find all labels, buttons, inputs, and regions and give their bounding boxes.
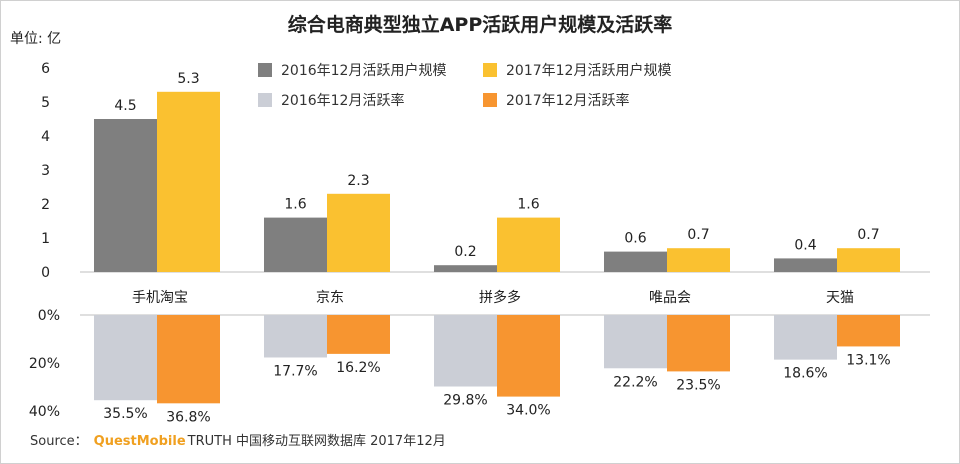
bar-active-users-1 xyxy=(327,193,390,272)
bar-active-users-0 xyxy=(94,119,157,272)
rate-value-label: 34.0% xyxy=(506,403,550,419)
bar-active-rate-1 xyxy=(497,315,560,397)
bar-active-rate-1 xyxy=(157,315,220,404)
legend-label: 2017年12月活跃用户规模 xyxy=(506,62,671,79)
bar-active-rate-1 xyxy=(667,315,730,372)
rate-value-label: 22.2% xyxy=(613,374,657,390)
bar-value-label: 0.6 xyxy=(624,231,646,247)
bar-active-users-0 xyxy=(604,251,667,272)
legend: 2016年12月活跃用户规模 2017年12月活跃用户规模 2016年12月活跃率 2… xyxy=(258,62,671,109)
category-label: 天猫 xyxy=(826,290,854,306)
source-line: Source： QuestMobile TRUTH 中国移动互联网数据库 2017年… xyxy=(30,433,446,449)
bottom-tick-label: 40% xyxy=(29,404,60,420)
bar-value-label: 2.3 xyxy=(347,173,369,189)
bottom-y-axis: 0% 20% 40% xyxy=(29,308,60,420)
unit-label: 单位: 亿 xyxy=(10,31,61,47)
legend-label: 2016年12月活跃率 xyxy=(281,92,404,109)
legend-swatch xyxy=(483,63,497,77)
source-prefix: Source： xyxy=(30,434,88,449)
bottom-tick-label: 0% xyxy=(38,308,60,324)
rate-value-label: 13.1% xyxy=(846,352,890,368)
bar-value-label: 4.5 xyxy=(114,98,136,114)
rate-value-label: 35.5% xyxy=(103,406,147,422)
top-tick-label: 5 xyxy=(41,95,50,111)
bar-value-label: 0.4 xyxy=(794,237,816,253)
category-label: 京东 xyxy=(316,290,344,306)
bar-active-users-0 xyxy=(774,258,837,272)
category-label: 拼多多 xyxy=(479,289,521,306)
legend-swatch xyxy=(483,93,497,107)
bar-active-rate-1 xyxy=(327,315,390,354)
bar-active-rate-1 xyxy=(837,315,900,347)
bar-value-label: 0.7 xyxy=(687,227,709,243)
bar-value-label: 1.6 xyxy=(517,197,539,213)
bar-active-rate-0 xyxy=(434,315,497,387)
bar-active-users-1 xyxy=(667,248,730,272)
legend-swatch xyxy=(258,63,272,77)
bar-active-rate-0 xyxy=(604,315,667,369)
rate-value-label: 29.8% xyxy=(443,393,487,409)
bar-active-users-1 xyxy=(497,217,560,272)
bottom-tick-label: 20% xyxy=(29,356,60,372)
top-tick-label: 2 xyxy=(41,197,50,213)
bar-value-label: 0.2 xyxy=(454,244,476,260)
legend-swatch xyxy=(258,93,272,107)
bar-active-rate-0 xyxy=(94,315,157,401)
bar-active-rate-0 xyxy=(774,315,837,360)
rate-value-label: 17.7% xyxy=(273,363,317,379)
bar-active-rate-0 xyxy=(264,315,327,358)
bar-active-users-1 xyxy=(157,91,220,272)
bar-active-users-0 xyxy=(434,265,497,272)
top-tick-label: 6 xyxy=(41,61,50,77)
bar-active-users-0 xyxy=(264,217,327,272)
top-tick-label: 1 xyxy=(41,231,50,247)
bar-value-label: 5.3 xyxy=(177,71,199,87)
source-brand: QuestMobile xyxy=(94,434,186,449)
rate-value-label: 18.6% xyxy=(783,366,827,382)
bars: 4.5 5.3 35.5% 36.8% 1.6 2.3 17.7% 16.2% 0.2 1.6 29… xyxy=(94,71,900,425)
top-tick-label: 3 xyxy=(41,163,50,179)
chart-title: 综合电商典型独立APP活跃用户规模及活跃率 xyxy=(288,13,673,36)
bar-value-label: 1.6 xyxy=(284,197,306,213)
source-text: TRUTH 中国移动互联网数据库 2017年12月 xyxy=(187,433,446,449)
legend-label: 2016年12月活跃用户规模 xyxy=(281,62,446,79)
bar-value-label: 0.7 xyxy=(857,227,879,243)
rate-value-label: 16.2% xyxy=(336,360,380,376)
rate-value-label: 36.8% xyxy=(166,409,210,425)
legend-label: 2017年12月活跃率 xyxy=(506,92,629,109)
rate-value-label: 23.5% xyxy=(676,377,720,393)
category-label: 唯品会 xyxy=(649,290,691,306)
top-tick-label: 4 xyxy=(41,129,50,145)
category-label: 手机淘宝 xyxy=(132,290,188,306)
top-y-axis: 0 1 2 3 4 5 6 xyxy=(41,61,50,281)
category-labels: 手机淘宝 京东 拼多多 唯品会 天猫 xyxy=(132,289,854,306)
bar-active-users-1 xyxy=(837,248,900,272)
top-tick-label: 0 xyxy=(41,265,50,281)
